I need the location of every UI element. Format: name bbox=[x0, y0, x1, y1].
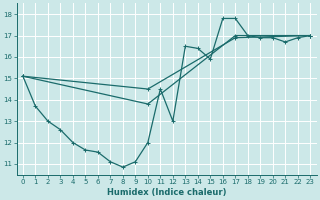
X-axis label: Humidex (Indice chaleur): Humidex (Indice chaleur) bbox=[107, 188, 226, 197]
